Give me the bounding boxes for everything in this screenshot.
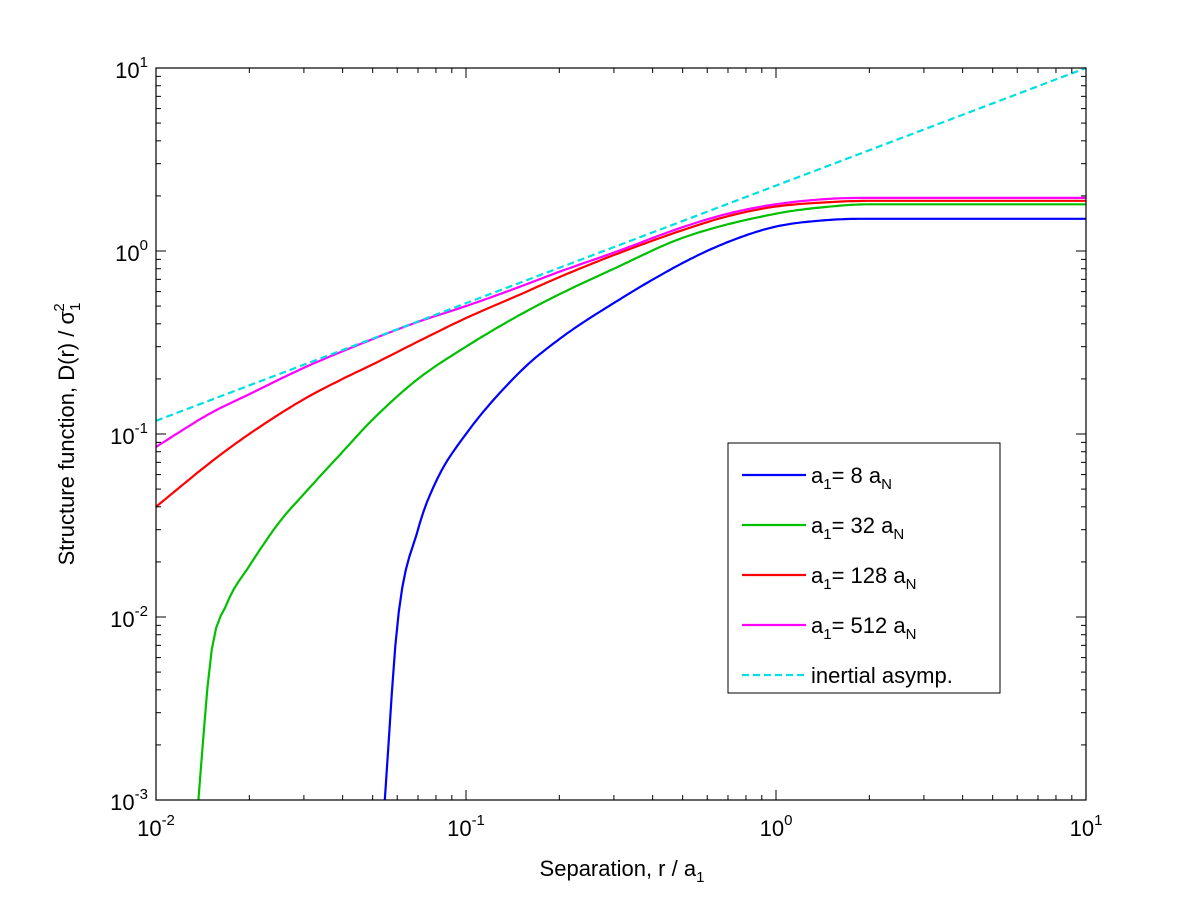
y-axis-label: Structure function, D(r) / σ12 xyxy=(51,303,84,566)
series-line-1 xyxy=(383,217,1086,801)
series-layer xyxy=(155,66,1087,801)
y-tick-label-0: 10-3 xyxy=(110,786,148,815)
series-line-4 xyxy=(155,196,1086,448)
x-tick-label-1: 10-1 xyxy=(447,812,485,841)
series-line-2 xyxy=(197,203,1086,801)
legend-label-4: a1= 512 aN xyxy=(811,613,916,643)
legend: a1= 8 aN a1= 32 aN a1= 128 aN a1= 512 aN ine… xyxy=(727,442,1001,694)
x-tick-label-2: 100 xyxy=(760,812,793,841)
y-tick-label-4: 101 xyxy=(115,54,148,83)
y-tick-label-2: 10-1 xyxy=(110,420,148,449)
series-line-5 xyxy=(155,66,1087,422)
legend-label-5: inertial asymp. xyxy=(811,663,953,688)
x-axis-label: Separation, r / a1 xyxy=(540,856,705,886)
series-line-3 xyxy=(155,199,1086,508)
x-tick-label-3: 101 xyxy=(1070,812,1103,841)
y-tick-label-3: 100 xyxy=(115,237,148,266)
legend-label-1: a1= 8 aN xyxy=(811,463,892,493)
legend-items: a1= 8 aN a1= 32 aN a1= 128 aN a1= 512 aN ine… xyxy=(742,463,953,688)
x-tick-label-0: 10-2 xyxy=(137,812,175,841)
legend-label-3: a1= 128 aN xyxy=(811,563,916,593)
y-tick-label-1: 10-2 xyxy=(110,603,148,632)
legend-label-2: a1= 32 aN xyxy=(811,513,904,543)
legend-box xyxy=(727,442,1001,694)
